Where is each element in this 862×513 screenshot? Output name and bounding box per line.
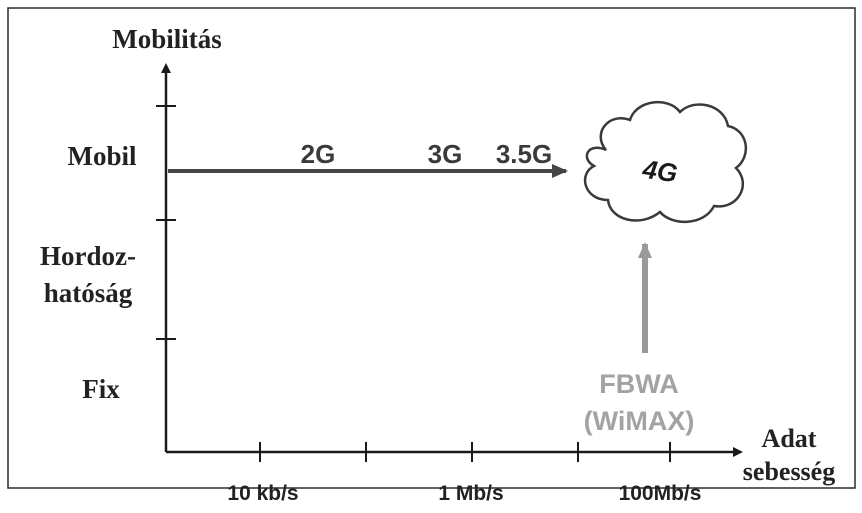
y-ticks [156,105,176,340]
y-level-hordoz: Hordoz- [40,241,136,271]
x-axis-title-line1: Adat [762,424,817,453]
y-level-mobil: Mobil [67,141,137,171]
cloud-4g: 4G [583,100,748,224]
x-tick-label-100mbs: 100Mb/s [619,482,702,505]
fbwa-label-line1: FBWA [599,369,678,399]
y-level-fix: Fix [82,374,120,404]
x-tick-label-1mbs: 1 Mb/s [438,482,503,505]
cloud-label-4g: 4G [640,154,680,189]
cloud-shape [583,100,748,224]
figure-border [7,7,856,489]
x-tick-label-10kbs: 10 kb/s [227,482,298,505]
x-ticks [259,442,671,462]
label-2g: 2G [301,139,336,169]
fbwa-label-line2: (WiMAX) [584,406,695,436]
x-axis-title-line2: sebesség [743,457,835,486]
y-axis-title: Mobilitás [112,24,222,54]
label-3-5g: 3.5G [496,139,552,169]
label-3g: 3G [428,139,463,169]
y-level-hatosag: hatóság [44,278,133,308]
